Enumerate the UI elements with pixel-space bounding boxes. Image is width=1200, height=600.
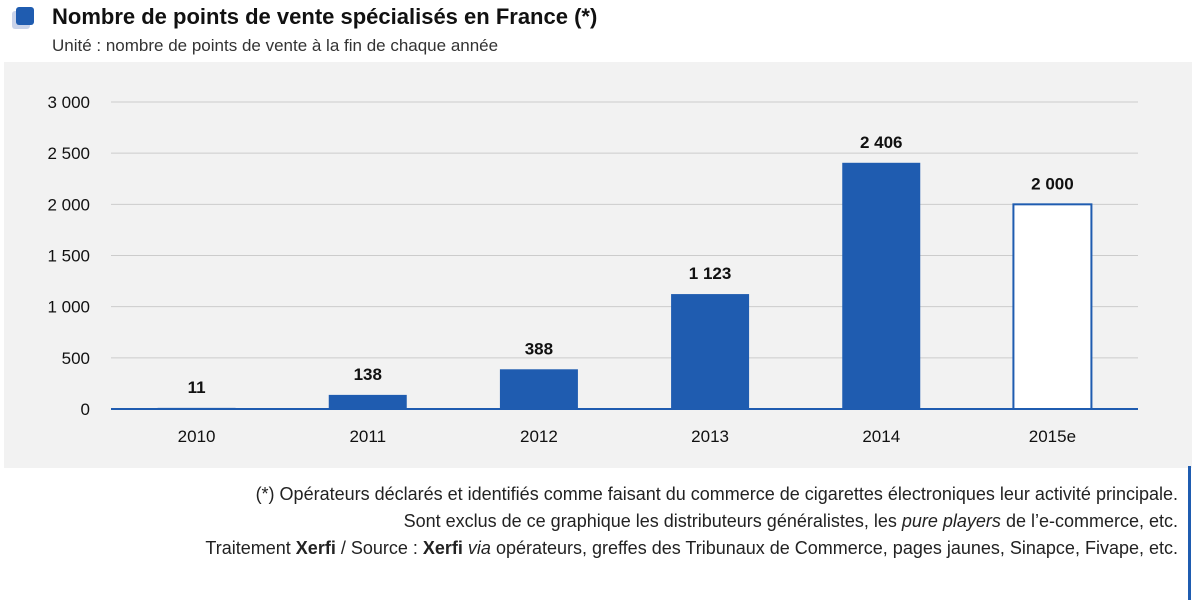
- data-label: 388: [525, 339, 553, 358]
- chart-panel: 0 500 1 000 1 500 2 000 2 500 3 000 11 2010 138 20…: [4, 62, 1192, 468]
- bar-2014: [842, 162, 921, 409]
- footnote-definition: (*) Opérateurs déclarés et identifiés co…: [255, 484, 1178, 504]
- y-tick-label: 1 000: [47, 298, 90, 317]
- bar-chart: 0 500 1 000 1 500 2 000 2 500 3 000 11 2010 138 20…: [47, 93, 1138, 446]
- x-tick-label: 2012: [520, 427, 558, 446]
- x-tick-label: 2014: [862, 427, 900, 446]
- bar-2013: [671, 294, 750, 409]
- chart-title: Nombre de points de vente spécialisés en…: [52, 4, 598, 29]
- data-label: 2 406: [860, 133, 903, 152]
- y-tick-label: 0: [81, 400, 90, 419]
- bar-2015e: [1012, 203, 1093, 410]
- data-label: 1 123: [689, 264, 732, 283]
- y-tick-label: 2 500: [47, 144, 90, 163]
- chart-title-row: Nombre de points de vente spécialisés en…: [12, 2, 597, 32]
- bar-2012: [499, 369, 578, 409]
- square-bullet-icon: [12, 4, 38, 30]
- y-tick-label: 2 000: [47, 195, 90, 214]
- data-label: 138: [354, 365, 382, 384]
- x-tick-label: 2015e: [1029, 427, 1076, 446]
- x-tick-label: 2011: [349, 427, 386, 446]
- y-tick-label: 500: [62, 349, 90, 368]
- footnote-exclusions: Sont exclus de ce graphique les distribu…: [403, 511, 1178, 531]
- chart-subtitle: Unité : nombre de points de vente à la f…: [52, 36, 499, 55]
- footnote-source: Traitement Xerfi / Source : Xerfi via op…: [205, 538, 1178, 558]
- x-tick-label: 2013: [691, 427, 729, 446]
- data-label: 2 000: [1031, 174, 1074, 193]
- right-border-rule: [1188, 466, 1191, 600]
- bar-2011: [328, 394, 407, 409]
- x-tick-label: 2010: [178, 427, 216, 446]
- footnotes: (*) Opérateurs déclarés et identifiés co…: [28, 481, 1178, 562]
- data-label: 11: [188, 378, 206, 397]
- y-tick-label: 3 000: [47, 93, 90, 112]
- y-tick-label: 1 500: [47, 247, 90, 266]
